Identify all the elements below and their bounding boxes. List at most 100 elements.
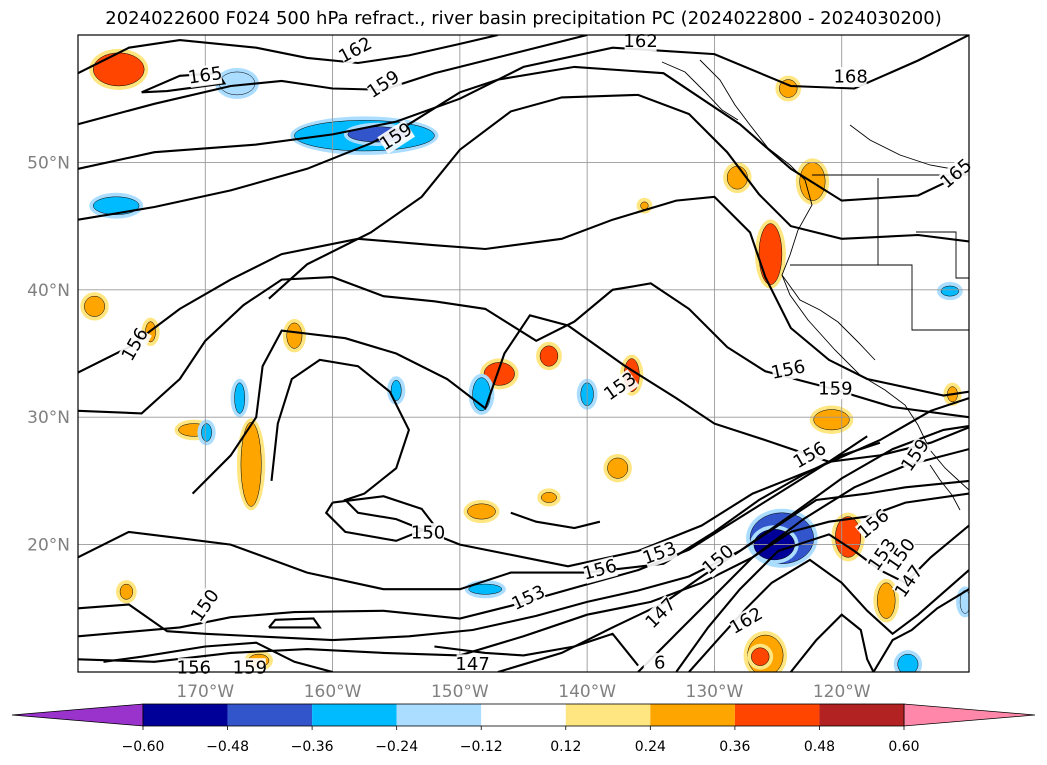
contour-line [103, 641, 333, 672]
contour-line [78, 195, 969, 397]
contour-label: 168 [833, 67, 867, 88]
contour-label-group: 153 [640, 538, 679, 569]
colorbar-tick-label: 0.12 [550, 739, 581, 755]
colorbar-tick-label: −0.24 [375, 739, 418, 755]
colorbar-tick-label: 0.60 [888, 739, 919, 755]
contour-line [78, 35, 499, 75]
contour-label-bg [456, 654, 489, 675]
contour-label-bg [770, 356, 806, 384]
contour-label-bg [884, 535, 919, 574]
colorbar-segment [143, 704, 228, 726]
contour-line [872, 588, 969, 672]
contour-label-bg [336, 33, 375, 67]
contour-label: 156 [581, 555, 620, 584]
precip-anomaly-area [201, 423, 212, 442]
precip-anomaly-area [467, 503, 496, 520]
contour-line [78, 35, 588, 126]
contour-label-bg [601, 369, 640, 404]
contour-label-group: 159 [363, 67, 403, 103]
contour-label-bg [819, 379, 852, 400]
precip-anomaly-area [390, 380, 402, 401]
contour-label-bg [699, 541, 737, 578]
contour-line [78, 35, 969, 170]
contour-label-bg [412, 523, 445, 544]
contour-line [78, 425, 969, 642]
contour-label: 159 [233, 658, 267, 679]
precip-anomaly-area [539, 345, 559, 367]
contour-label-group: 147 [641, 594, 680, 633]
contour-label: 165 [936, 155, 976, 193]
contour-line [497, 479, 969, 672]
contour-label: 162 [623, 31, 657, 52]
precip-anomaly-area [93, 52, 145, 87]
contour-label-group: 162 [623, 31, 657, 52]
contour-label: 153 [640, 538, 679, 569]
contour-line [268, 93, 969, 300]
colorbar-tick-label: −0.60 [122, 739, 165, 755]
lat-tick-label: 20°N [27, 536, 70, 556]
contour-label-group: 6 [643, 653, 676, 674]
contour-label-group: 159 [233, 658, 267, 679]
contour-label: 150 [698, 541, 738, 579]
colorbar-tick-label: 0.36 [719, 739, 750, 755]
contour-label-bg [791, 438, 829, 473]
precip-anomaly-area [84, 295, 105, 317]
contour-label-group: 165 [936, 155, 976, 193]
colorbar-segment [481, 704, 566, 726]
contour-line [434, 632, 639, 667]
contour-label-group: 156 [177, 658, 211, 679]
precip-anomaly-area [726, 165, 748, 190]
contour-label-bg [642, 595, 680, 632]
contour-label: 156 [790, 438, 830, 473]
contour-label: 153 [509, 581, 549, 615]
lat-tick-label: 40°N [27, 281, 70, 301]
contour-label: 6 [654, 653, 665, 674]
lon-tick-label: 140°W [558, 682, 616, 702]
precip-anomaly-area [468, 583, 503, 595]
contour-label: 159 [363, 67, 403, 103]
contour-label: 147 [641, 594, 680, 633]
contour-line [510, 511, 601, 530]
contour-label: 165 [187, 63, 224, 89]
contour-line [78, 448, 969, 663]
colorbar-extend-low [11, 703, 144, 727]
lon-tick-label: 150°W [431, 682, 489, 702]
contour-label-bg [377, 119, 416, 155]
lon-tick-label: 170°W [176, 682, 234, 702]
contour-label-bg [937, 155, 975, 192]
contour-label-group: 150 [698, 541, 738, 579]
colorbar-segment [819, 704, 904, 726]
precip-anomaly-area [240, 422, 262, 507]
precip-anomaly-area [877, 582, 896, 619]
gridlines [78, 35, 969, 672]
contour-label-bg [643, 653, 676, 674]
precip-anomaly-area [119, 583, 133, 600]
lon-tick-label: 130°W [686, 682, 744, 702]
contour-label-bg [364, 67, 403, 102]
contour-label-bg [509, 582, 548, 614]
contour-label-group: 150 [411, 523, 445, 544]
contour-line [270, 358, 969, 568]
contour-line [78, 276, 969, 419]
contour-label-bg [727, 604, 766, 638]
colorbar-tick-label: −0.12 [460, 739, 503, 755]
precip-anomaly-area [835, 516, 862, 558]
colorbar-tick-label: 0.48 [804, 739, 835, 755]
contour-label-bg [624, 31, 657, 52]
latitude-tick-labels: 20°N 30°N 40°N 50°N [27, 153, 70, 555]
lat-tick-label: 30°N [27, 408, 70, 428]
colorbar-segment [650, 704, 735, 726]
contour-line [789, 613, 875, 672]
precip-anomaly-area [751, 647, 770, 666]
contour-label: 147 [455, 654, 489, 675]
contour-label-group: 153 [509, 581, 549, 615]
contour-label: 156 [177, 658, 211, 679]
contour-label-group: 165 [187, 63, 224, 89]
contour-label-group: 159 [818, 379, 852, 400]
contour-label-group: 156 [581, 555, 620, 584]
contour-label-group: 156 [790, 438, 830, 473]
colorbar-segment [227, 704, 313, 726]
colorbar-segment [734, 704, 820, 726]
contour-label-bg [854, 506, 893, 543]
